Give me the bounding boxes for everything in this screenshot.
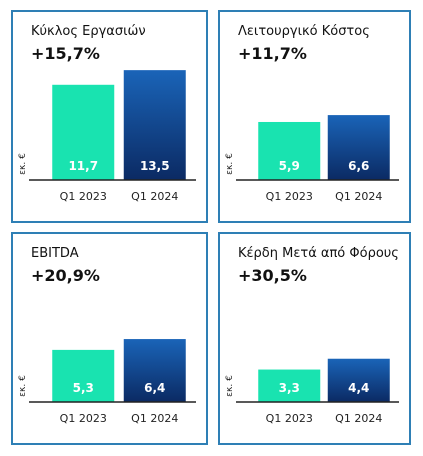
bar	[123, 70, 186, 180]
x-tick-label: Q1 2024	[131, 412, 178, 425]
data-label: 5,3	[73, 381, 94, 395]
operating-cost-panel: Λειτουργικό Κόστος +11,7% 5,9 Q1 2023 6,6 Q…	[218, 10, 411, 223]
panel-change: +30,5%	[238, 266, 307, 285]
panel-title: Κύκλος Εργασιών	[31, 24, 146, 39]
bar	[52, 84, 115, 180]
x-tick-label: Q1 2023	[266, 190, 313, 203]
bar	[258, 121, 321, 180]
bar	[123, 339, 186, 402]
ebitda-chart: 5,3 Q1 2023 6,4 Q1 2024 εκ. €	[18, 339, 196, 425]
x-tick-label: Q1 2024	[131, 190, 178, 203]
x-tick-label: Q1 2024	[335, 412, 382, 425]
revenue-chart: 11,7 Q1 2023 13,5 Q1 2024 εκ. €	[18, 70, 196, 203]
panel-title: Κέρδη Μετά από Φόρους	[238, 246, 399, 261]
panel-title: Λειτουργικό Κόστος	[238, 24, 370, 39]
data-label: 6,6	[348, 159, 369, 173]
data-label: 11,7	[68, 159, 98, 173]
x-tick-label: Q1 2023	[60, 190, 107, 203]
x-tick-label: Q1 2023	[266, 412, 313, 425]
y-axis-label: εκ. €	[225, 153, 235, 175]
data-label: 4,4	[348, 381, 369, 395]
bar	[52, 349, 115, 402]
x-tick-label: Q1 2024	[335, 190, 382, 203]
y-axis-label: εκ. €	[225, 375, 235, 397]
revenue-panel: Κύκλος Εργασιών +15,7% 11,7 Q1 2023 13,5 Q1…	[11, 10, 208, 223]
net-profit-panel: Κέρδη Μετά από Φόρους +30,5% 3,3 Q1 2023 4…	[218, 232, 411, 445]
x-tick-label: Q1 2023	[60, 412, 107, 425]
panel-change: +15,7%	[31, 44, 100, 63]
y-axis-label: εκ. €	[18, 375, 28, 397]
data-label: 13,5	[140, 159, 170, 173]
panel-change: +20,9%	[31, 266, 100, 285]
operating-cost-chart: 5,9 Q1 2023 6,6 Q1 2024 εκ. €	[225, 115, 399, 203]
data-label: 5,9	[279, 159, 300, 173]
y-axis-label: εκ. €	[18, 153, 28, 175]
data-label: 6,4	[144, 381, 165, 395]
bar	[327, 358, 390, 402]
panel-title: EBITDA	[31, 246, 79, 261]
net-profit-chart: 3,3 Q1 2023 4,4 Q1 2024 εκ. €	[225, 358, 399, 425]
bar	[327, 115, 390, 180]
panel-change: +11,7%	[238, 44, 307, 63]
bar	[258, 369, 321, 402]
ebitda-panel: EBITDA +20,9% 5,3 Q1 2023 6,4 Q1 2024 εκ. €	[11, 232, 208, 445]
data-label: 3,3	[279, 381, 300, 395]
